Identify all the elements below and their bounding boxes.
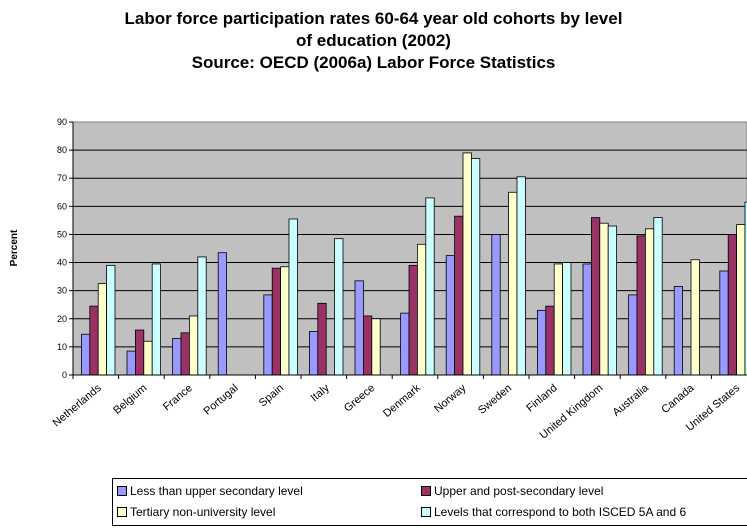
bar-1-1 xyxy=(126,350,136,376)
x-tick-label: Spain xyxy=(257,382,286,409)
bar-4-4 xyxy=(288,218,298,376)
bar-3-12 xyxy=(645,228,655,376)
legend-item-2: Tertiary non-university level xyxy=(117,505,275,519)
axes xyxy=(69,121,747,379)
bar-1-9 xyxy=(491,234,501,376)
bar-4-11 xyxy=(607,225,618,376)
x-tick-label: Italy xyxy=(309,382,333,404)
legend-label-3: Levels that correspond to both ISCED 5A … xyxy=(434,505,687,519)
bar-4-2 xyxy=(197,256,207,376)
bar-4-1 xyxy=(151,263,161,376)
bar-1-4 xyxy=(263,294,273,376)
bar-4-0 xyxy=(106,264,116,376)
legend-swatch-1 xyxy=(421,485,431,496)
legend-label-0: Less than upper secondary level xyxy=(130,484,303,498)
y-tick-label: 60 xyxy=(57,201,67,211)
x-tick-label: Netherlands xyxy=(51,382,105,430)
x-tick-label: Belgium xyxy=(111,382,149,417)
bar-2-5 xyxy=(317,302,327,376)
bar-2-14 xyxy=(727,234,738,376)
bar-3-11 xyxy=(599,222,609,376)
bar-1-13 xyxy=(673,286,684,376)
bar-3-4 xyxy=(280,266,290,376)
bar-3-0 xyxy=(97,283,107,376)
bar-4-12 xyxy=(653,217,663,376)
bar-1-3 xyxy=(217,252,227,376)
bar-4-5 xyxy=(334,238,344,376)
bar-4-7 xyxy=(425,197,435,376)
x-tick-label: Finland xyxy=(524,382,559,414)
bar-4-8 xyxy=(470,158,481,376)
bar-2-11 xyxy=(591,217,601,376)
bar-2-4 xyxy=(271,267,282,376)
bar-1-7 xyxy=(400,312,410,376)
bar-3-2 xyxy=(188,315,199,376)
bar-2-8 xyxy=(454,215,464,376)
x-tick-label: Portugal xyxy=(201,382,240,418)
legend-item-1: Upper and post-secondary level xyxy=(421,484,603,498)
y-tick-label: 10 xyxy=(57,342,67,352)
legend: Less than upper secondary level Upper an… xyxy=(112,478,747,526)
legend-swatch-2 xyxy=(117,506,127,517)
bar-4-9 xyxy=(516,176,526,376)
chart-title-line-2: of education (2002) xyxy=(296,31,451,50)
bar-4-14 xyxy=(744,201,747,376)
y-tick-label: 30 xyxy=(57,286,67,296)
y-tick-label: 0 xyxy=(62,370,67,380)
bar-3-6 xyxy=(371,318,381,376)
bar-1-6 xyxy=(354,280,364,376)
y-tick-label: 90 xyxy=(57,117,67,127)
bar-1-5 xyxy=(308,331,319,376)
y-tick-label: 20 xyxy=(57,314,67,324)
legend-item-3: Levels that correspond to both ISCED 5A … xyxy=(421,505,686,519)
bar-1-12 xyxy=(628,294,638,376)
y-tick-label: 80 xyxy=(57,145,67,155)
bar-3-14 xyxy=(736,224,746,376)
x-tick-labels: Netherlands Belgium France Portugal Spain Ita… xyxy=(51,382,743,442)
y-tick-label: 70 xyxy=(57,173,67,183)
bar-chart: 0 10 20 30 40 50 60 70 80 90 Netherlands Belgium Fr… xyxy=(9,117,747,442)
bar-2-2 xyxy=(180,332,190,376)
bar-3-10 xyxy=(553,263,564,376)
bar-2-12 xyxy=(636,235,646,376)
legend-item-0: Less than upper secondary level xyxy=(117,484,303,498)
x-tick-label: Canada xyxy=(659,382,697,417)
bar-3-9 xyxy=(508,191,518,376)
legend-label-2: Tertiary non-university level xyxy=(130,505,276,519)
bar-1-11 xyxy=(582,263,592,376)
chart-title-line-3: Source: OECD (2006a) Labor Force Statist… xyxy=(191,53,556,72)
bar-1-14 xyxy=(719,270,729,376)
bar-3-8 xyxy=(462,152,472,376)
y-tick-labels: 0 10 20 30 40 50 60 70 80 90 xyxy=(57,117,67,380)
x-tick-label: Sweden xyxy=(476,382,514,417)
bar-3-7 xyxy=(416,243,427,376)
bar-2-1 xyxy=(134,329,145,376)
bar-3-13 xyxy=(690,259,700,376)
x-tick-label: Denmark xyxy=(381,382,423,420)
legend-swatch-3 xyxy=(421,506,431,517)
bar-2-10 xyxy=(545,305,555,376)
x-tick-label: France xyxy=(161,382,195,413)
x-tick-label: Australia xyxy=(610,382,651,419)
legend-label-1: Upper and post-secondary level xyxy=(434,484,604,498)
legend-swatch-0 xyxy=(117,485,127,496)
bars xyxy=(81,152,747,376)
bar-1-10 xyxy=(537,309,547,376)
y-axis-label: Percent xyxy=(9,229,20,266)
bar-2-7 xyxy=(408,264,418,376)
chart-title: Labor force participation rates 60-64 ye… xyxy=(0,8,747,74)
x-tick-label: Norway xyxy=(432,382,469,415)
bar-4-10 xyxy=(562,262,572,376)
y-tick-label: 50 xyxy=(57,229,67,239)
bar-3-1 xyxy=(143,340,153,376)
bar-2-6 xyxy=(362,315,373,376)
bar-2-0 xyxy=(89,305,99,376)
bar-1-2 xyxy=(172,338,182,376)
chart-title-line-1: Labor force participation rates 60-64 ye… xyxy=(124,9,623,28)
bar-1-0 xyxy=(81,333,91,376)
bar-1-8 xyxy=(445,255,456,376)
y-tick-label: 40 xyxy=(57,258,67,268)
x-tick-label: Greece xyxy=(342,382,377,414)
